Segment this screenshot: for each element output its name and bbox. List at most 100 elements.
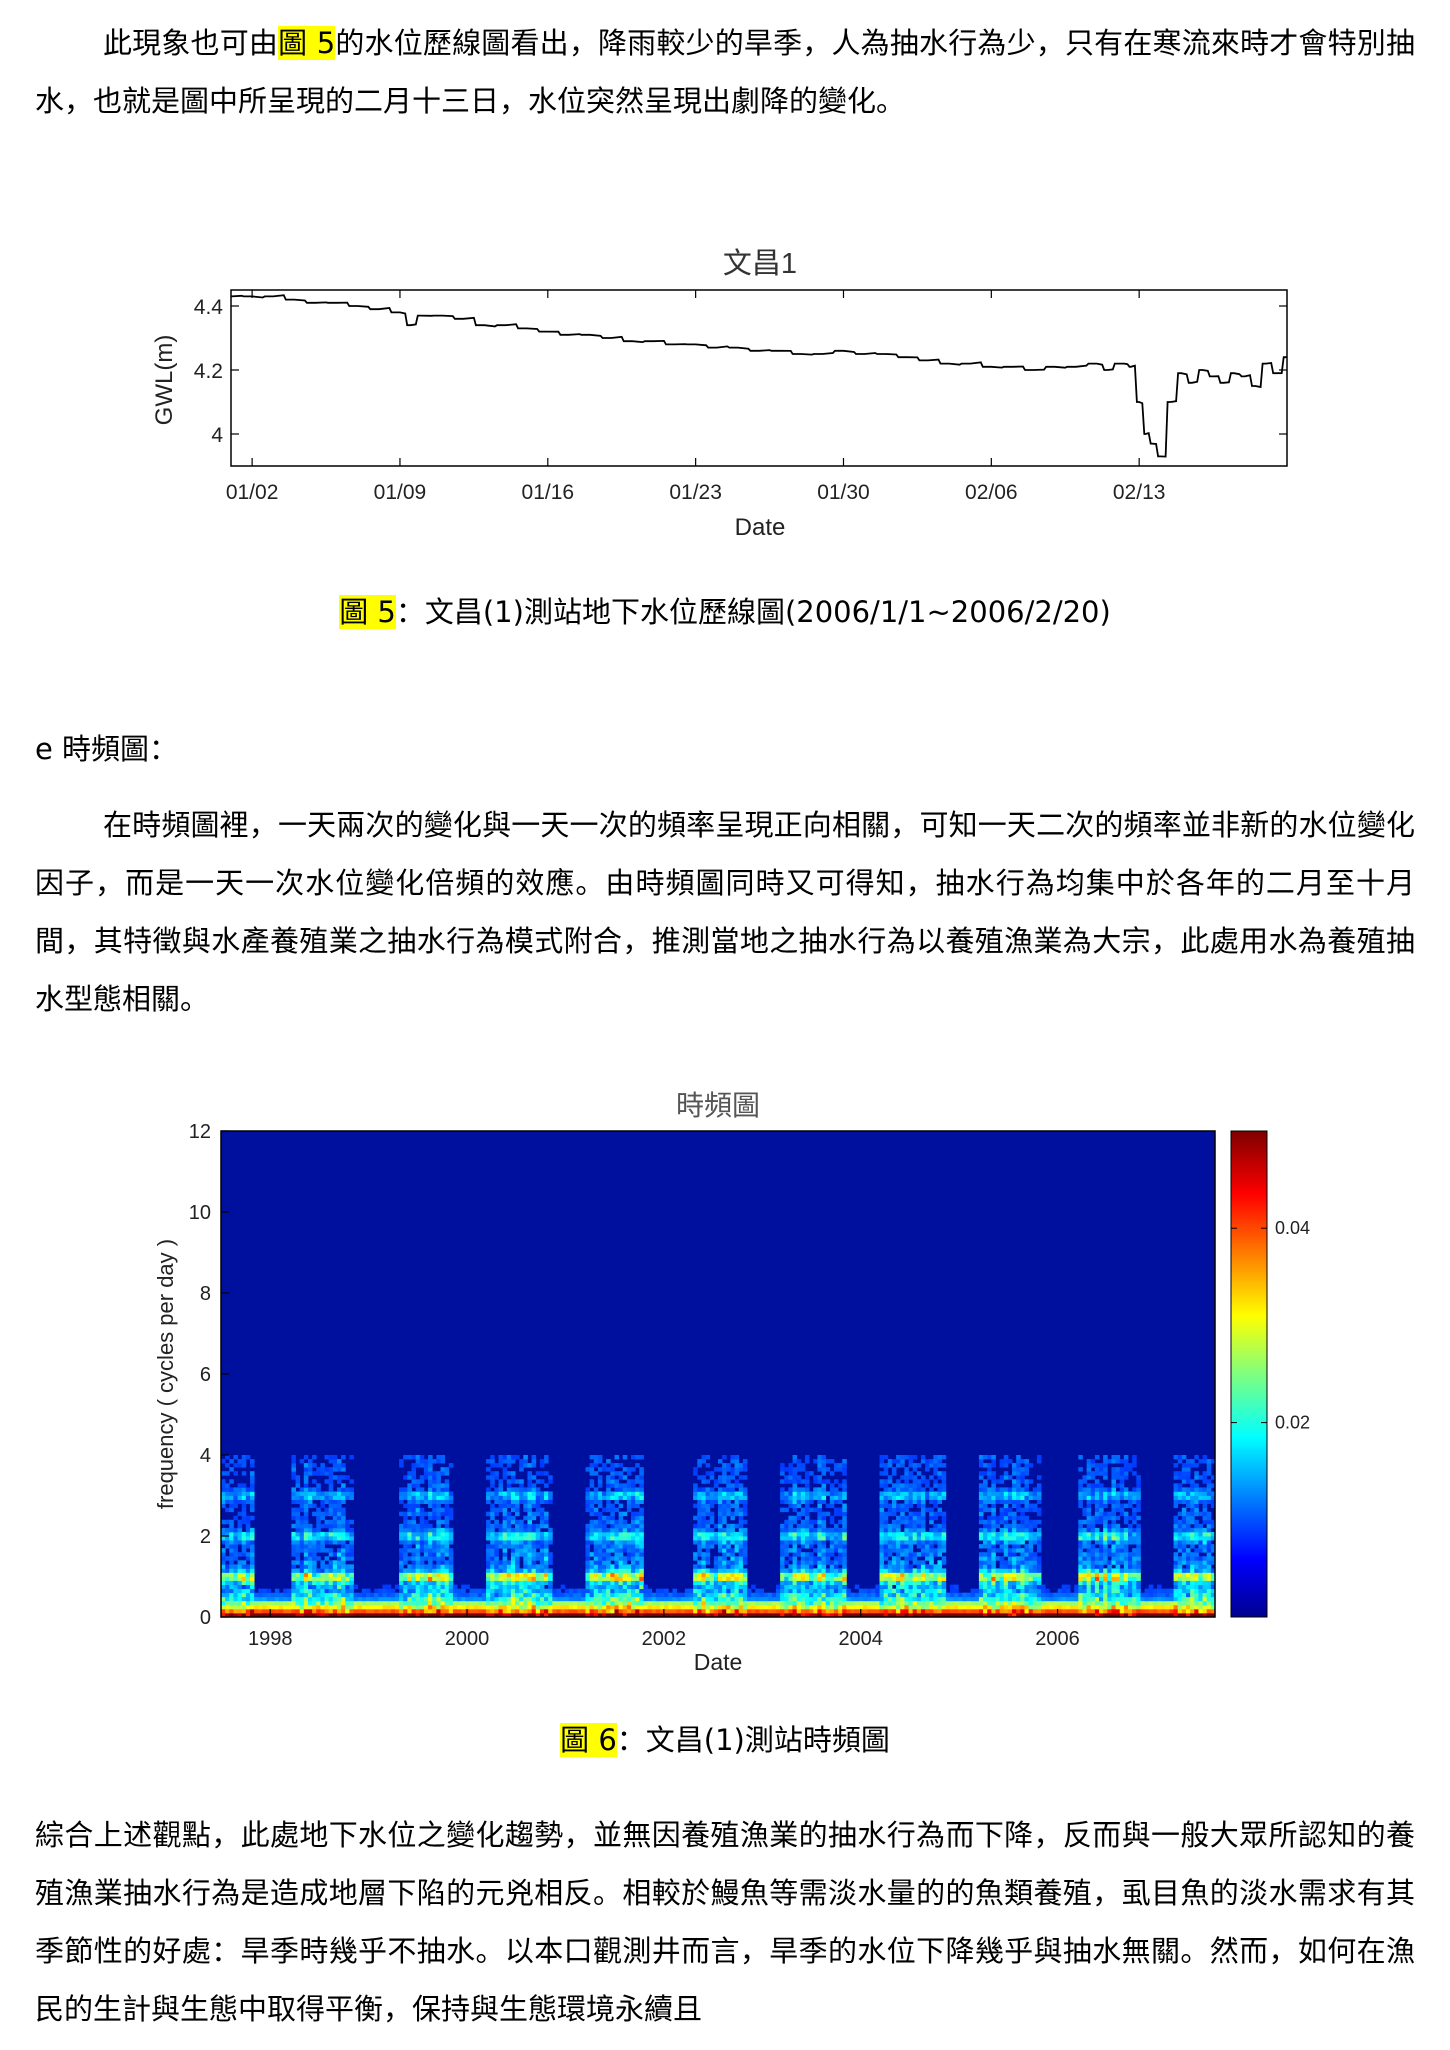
heatmap-cell xyxy=(544,1600,549,1606)
heatmap-cell xyxy=(498,1536,504,1541)
heatmap-cell xyxy=(804,1536,810,1541)
heatmap-cell xyxy=(738,1515,744,1521)
heatmap-cell xyxy=(245,1604,251,1610)
heatmap-cell xyxy=(448,1536,454,1541)
heatmap-cell xyxy=(432,1495,437,1500)
heatmap-cell xyxy=(784,1531,789,1537)
heatmap-cell xyxy=(763,1600,769,1606)
heatmap-cell xyxy=(432,1612,437,1617)
heatmap-cell xyxy=(448,1600,454,1606)
heatmap-cell xyxy=(332,1608,338,1614)
heatmap-cell xyxy=(858,1604,864,1610)
heatmap-cell xyxy=(1020,1556,1025,1561)
heatmap-cell xyxy=(896,1564,901,1569)
heatmap-cell xyxy=(1078,1479,1083,1484)
heatmap-cell xyxy=(419,1495,425,1500)
heatmap-cell xyxy=(796,1548,802,1553)
heatmap-cell xyxy=(506,1491,512,1496)
heatmap-cell xyxy=(730,1491,735,1496)
heatmap-cell xyxy=(345,1544,350,1549)
heatmap-cell xyxy=(568,1592,574,1598)
heatmap-cell xyxy=(593,1527,599,1533)
heatmap-cell xyxy=(800,1592,806,1598)
heatmap-cell xyxy=(498,1479,504,1484)
heatmap-cell xyxy=(631,1588,636,1594)
heatmap-cell xyxy=(858,1592,864,1598)
heatmap-cell xyxy=(407,1491,412,1496)
heatmap-cell xyxy=(332,1519,338,1525)
heatmap-cell xyxy=(842,1548,847,1553)
heatmap-cell xyxy=(515,1600,520,1606)
heatmap-cell xyxy=(879,1600,885,1606)
heatmap-cell xyxy=(432,1588,437,1594)
heatmap-cell xyxy=(978,1499,984,1504)
heatmap-cell xyxy=(978,1475,984,1480)
heatmap-cell xyxy=(411,1531,417,1537)
heatmap-cell xyxy=(510,1580,516,1585)
heatmap-cell xyxy=(490,1491,495,1496)
heatmap-cell xyxy=(722,1564,727,1569)
heatmap-cell xyxy=(705,1519,711,1525)
heatmap-cell xyxy=(307,1544,313,1549)
heatmap-cell xyxy=(336,1519,342,1525)
heatmap-cell xyxy=(1041,1592,1046,1598)
heatmap-cell xyxy=(436,1519,441,1525)
heatmap-cell xyxy=(705,1612,711,1617)
heatmap-cell xyxy=(804,1576,810,1581)
heatmap-cell xyxy=(448,1584,454,1590)
heatmap-cell xyxy=(486,1491,491,1496)
heatmap-cell xyxy=(813,1536,818,1541)
heatmap-cell xyxy=(237,1531,243,1537)
heatmap-cell xyxy=(531,1503,537,1509)
heatmap-cell xyxy=(920,1507,926,1513)
heatmap-cell xyxy=(742,1544,748,1549)
heatmap-cell xyxy=(784,1588,789,1594)
heatmap-cell xyxy=(589,1552,595,1557)
heatmap-cell xyxy=(705,1588,711,1594)
heatmap-cell xyxy=(295,1576,301,1581)
heatmap-cell xyxy=(1041,1608,1046,1614)
heatmap-cell xyxy=(382,1588,388,1594)
heatmap-cell xyxy=(1090,1604,1096,1610)
heatmap-cell xyxy=(709,1515,715,1521)
heatmap-cell xyxy=(606,1479,611,1484)
heatmap-cell xyxy=(742,1596,748,1602)
heatmap-cell xyxy=(1103,1531,1108,1537)
heatmap-cell xyxy=(299,1572,305,1577)
heatmap-cell xyxy=(490,1556,495,1561)
heatmap-cell xyxy=(883,1572,889,1577)
heatmap-cell xyxy=(891,1487,897,1492)
heatmap-cell xyxy=(241,1499,247,1504)
heatmap-cell xyxy=(535,1592,541,1598)
heatmap-cell xyxy=(635,1588,640,1594)
heatmap-cell xyxy=(974,1596,980,1602)
heatmap-cell xyxy=(324,1600,330,1606)
heatmap-cell xyxy=(949,1604,955,1610)
heatmap-cell xyxy=(448,1507,454,1513)
heatmap-cell xyxy=(796,1572,802,1577)
heatmap-cell xyxy=(912,1584,918,1590)
heatmap-cell xyxy=(502,1608,508,1614)
heatmap-cell xyxy=(432,1471,437,1476)
heatmap-cell xyxy=(792,1491,798,1496)
heatmap-cell xyxy=(1032,1608,1038,1614)
heatmap-cell xyxy=(241,1459,247,1464)
heatmap-cell xyxy=(399,1536,404,1541)
heatmap-cell xyxy=(941,1491,947,1496)
heatmap-cell xyxy=(804,1515,810,1521)
heatmap-cell xyxy=(1016,1483,1021,1488)
heatmap-cell xyxy=(295,1495,301,1500)
heatmap-cell xyxy=(912,1556,918,1561)
heatmap-cell xyxy=(610,1467,615,1472)
heatmap-cell xyxy=(833,1540,839,1545)
heatmap-cell xyxy=(1016,1592,1021,1598)
heatmap-cell xyxy=(295,1596,301,1602)
heatmap-cell xyxy=(635,1503,640,1509)
heatmap-cell xyxy=(817,1572,822,1577)
heatmap-cell xyxy=(498,1604,504,1610)
heatmap-cell xyxy=(1036,1596,1042,1602)
heatmap-cell xyxy=(672,1600,677,1606)
heatmap-cell xyxy=(846,1612,851,1617)
heatmap-cell xyxy=(916,1576,922,1581)
heatmap-cell xyxy=(912,1467,918,1472)
